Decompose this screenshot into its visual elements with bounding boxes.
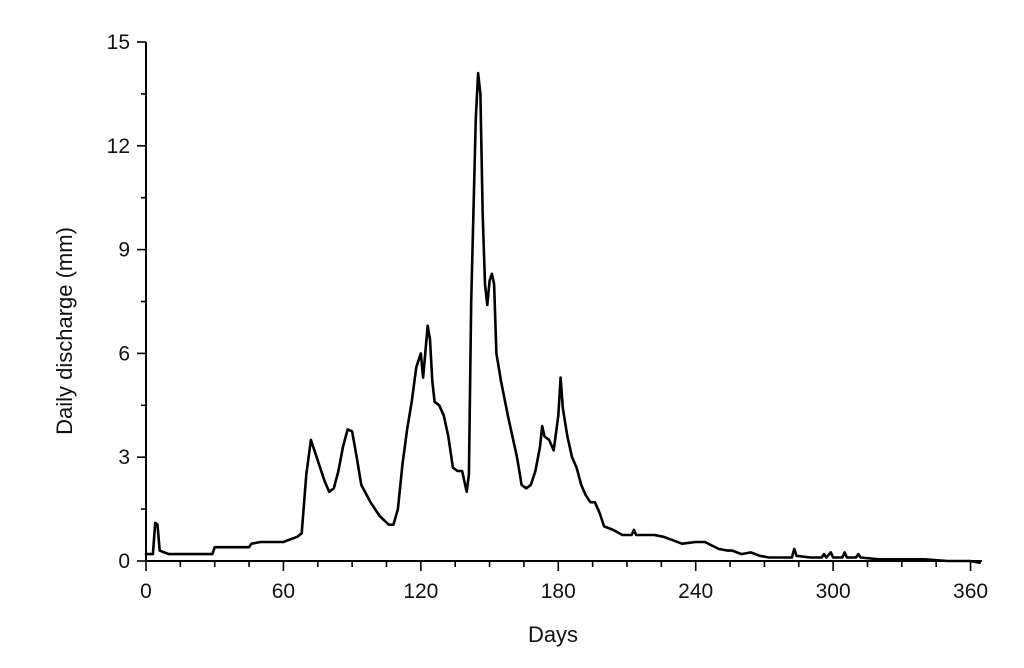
x-tick-label: 180 [541, 580, 576, 603]
x-tick-label: 120 [403, 580, 438, 603]
x-tick-label: 0 [140, 580, 152, 603]
y-axis-title: Daily discharge (mm) [52, 227, 77, 435]
axes [145, 42, 982, 562]
y-tick-label: 9 [118, 239, 130, 262]
x-tick-label: 240 [678, 580, 713, 603]
x-tick-label: 60 [272, 580, 295, 603]
x-axis-title: Days [528, 622, 578, 647]
y-tick-label: 3 [118, 446, 130, 469]
x-tick-label: 360 [953, 580, 988, 603]
series-layer [144, 71, 981, 564]
discharge-series-line [144, 71, 981, 564]
y-tick-label: 0 [118, 550, 130, 573]
y-ticks: 0 3 6 9 12 15 [107, 31, 146, 573]
y-tick-label: 12 [107, 135, 130, 158]
y-tick-label: 6 [118, 342, 130, 365]
x-ticks: 0 60 120 180 240 300 360 [140, 561, 988, 603]
y-tick-label: 15 [107, 31, 130, 54]
x-tick-label: 300 [816, 580, 851, 603]
